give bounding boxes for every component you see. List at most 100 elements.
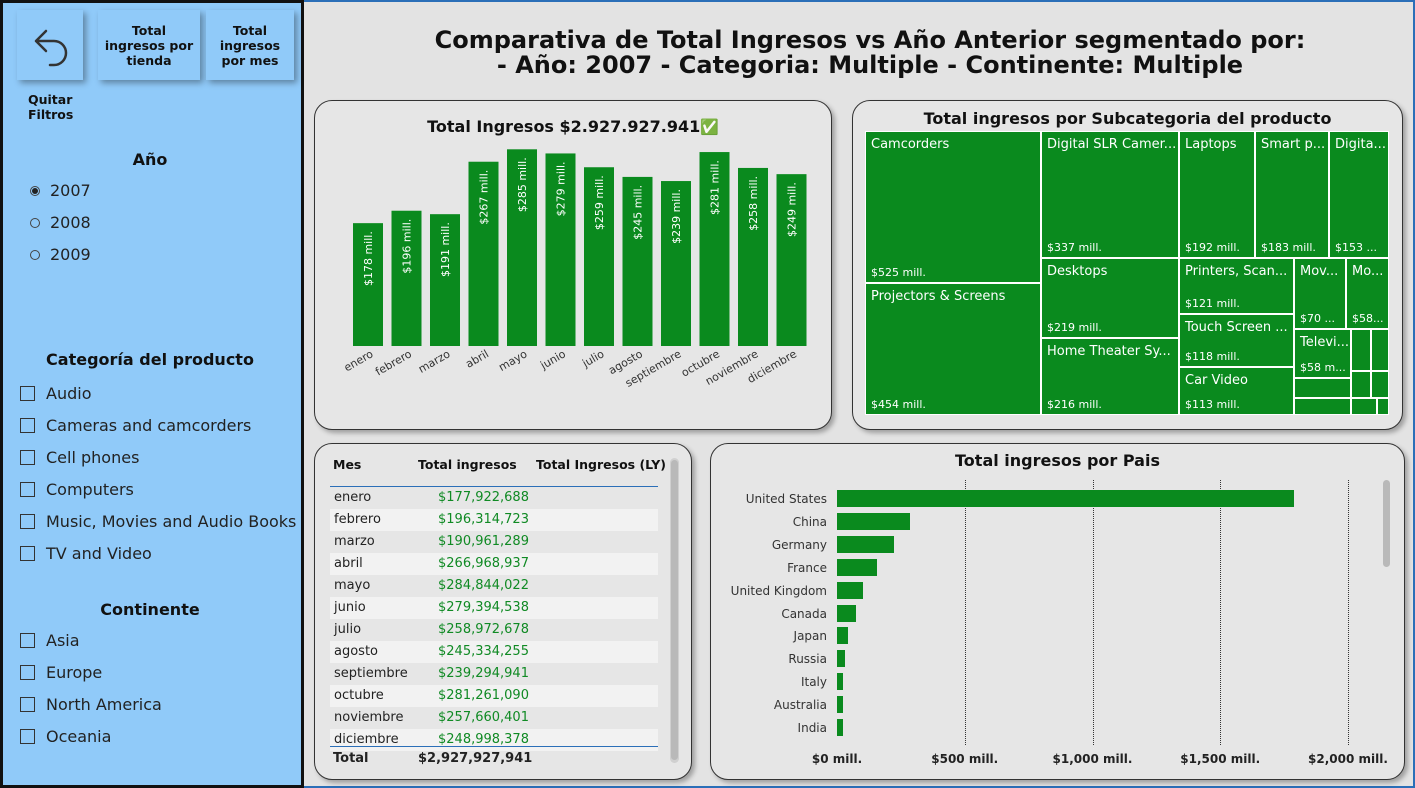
checkbox-icon [20, 418, 35, 433]
country-bar[interactable] [837, 650, 846, 668]
month-bar[interactable] [699, 152, 730, 346]
category-option-tv[interactable]: TV and Video [20, 544, 152, 563]
category-option-audio[interactable]: Audio [20, 384, 91, 403]
table-row[interactable]: julio $258,972,678 [330, 619, 658, 641]
treemap-cell[interactable]: Laptops $192 mill. [1179, 131, 1255, 258]
country-bar[interactable] [837, 627, 848, 645]
year-option-2009[interactable]: 2009 [30, 245, 91, 264]
table-row[interactable]: mayo $284,844,022 [330, 575, 658, 597]
continent-option-asia[interactable]: Asia [20, 631, 80, 650]
country-scrollbar-track[interactable] [1383, 480, 1390, 745]
treemap-cell-small[interactable] [1351, 371, 1371, 398]
month-category-label: junio [537, 347, 568, 372]
continent-option-label: Asia [46, 631, 80, 650]
month-bar[interactable] [507, 149, 537, 346]
country-bar[interactable] [837, 558, 878, 576]
treemap-cell-small[interactable] [1294, 398, 1351, 415]
month-bar[interactable] [622, 176, 653, 346]
store-revenue-button[interactable]: Total ingresos por tienda [98, 10, 200, 80]
table-row[interactable]: agosto $245,334,255 [330, 641, 658, 663]
treemap-cell[interactable]: Mov... $70 ... [1294, 258, 1346, 329]
back-button[interactable] [17, 10, 83, 80]
country-bar[interactable] [837, 490, 1295, 507]
treemap-cell[interactable]: Home Theater Sy... $216 mill. [1041, 338, 1179, 415]
country-scrollbar-thumb[interactable] [1383, 480, 1390, 567]
year-option-2008[interactable]: 2008 [30, 213, 91, 232]
table-row[interactable]: enero $177,922,688 [330, 487, 658, 509]
table-header-total[interactable]: Total ingresos [418, 457, 517, 472]
month-bar[interactable] [661, 181, 691, 346]
country-bar[interactable] [837, 673, 844, 691]
table-row[interactable]: octubre $281,261,090 [330, 685, 658, 707]
category-option-cell-phones[interactable]: Cell phones [20, 448, 139, 467]
country-bar[interactable] [837, 696, 844, 714]
category-option-computers[interactable]: Computers [20, 480, 134, 499]
treemap-cell[interactable]: Camcorders $525 mill. [865, 131, 1041, 283]
treemap-cell[interactable]: Car Video $113 mill. [1179, 367, 1294, 415]
country-bar[interactable] [837, 512, 910, 530]
treemap-cell-small[interactable] [1294, 378, 1351, 398]
table-header-ly[interactable]: Total Ingresos (LY) [536, 457, 666, 472]
table-scrollbar-track[interactable] [670, 458, 679, 763]
treemap-cell[interactable]: Touch Screen ... $118 mill. [1179, 314, 1294, 367]
treemap-cell[interactable]: Desktops $219 mill. [1041, 258, 1179, 338]
treemap-cell[interactable]: Mo... $58... [1346, 258, 1389, 329]
table-row[interactable]: abril $266,968,937 [330, 553, 658, 575]
table-row[interactable]: febrero $196,314,723 [330, 509, 658, 531]
table-row[interactable]: noviembre $257,660,401 [330, 707, 658, 729]
month-bar[interactable] [738, 167, 768, 346]
treemap-cell-value: $525 mill. [871, 266, 926, 279]
table-row[interactable]: junio $279,394,538 [330, 597, 658, 619]
country-bar[interactable] [837, 719, 843, 736]
continent-option-europe[interactable]: Europe [20, 663, 102, 682]
country-label: Australia [773, 698, 827, 713]
month-revenue-button[interactable]: Total ingresos por mes [206, 10, 294, 80]
continent-option-oceania[interactable]: Oceania [20, 727, 111, 746]
month-bar-data-label: $191 mill. [439, 222, 452, 277]
x-tick-label: $2,000 mill. [1308, 752, 1388, 766]
month-bar[interactable] [353, 223, 383, 346]
treemap-cell[interactable]: Televi... $58 m... [1294, 329, 1351, 378]
treemap-cell[interactable]: Smart p... $183 mill. [1255, 131, 1329, 258]
treemap-cell[interactable]: Digital SLR Camer... $337 mill. [1041, 131, 1179, 258]
table-scrollbar-thumb[interactable] [671, 460, 678, 760]
treemap-cell-name: Car Video [1185, 373, 1248, 388]
month-bar[interactable] [584, 167, 614, 346]
table-header-mes[interactable]: Mes [333, 457, 362, 472]
country-bar[interactable] [837, 581, 864, 599]
country-bar[interactable] [837, 535, 894, 553]
treemap-cell-small[interactable] [1351, 329, 1371, 371]
treemap-cell-small[interactable] [1371, 329, 1389, 371]
treemap-cell-small[interactable] [1377, 398, 1389, 415]
treemap-cell[interactable]: Projectors & Screens $454 mill. [865, 283, 1041, 415]
country-label: France [787, 560, 827, 575]
category-option-music[interactable]: Music, Movies and Audio Books [20, 512, 296, 531]
country-bar[interactable] [837, 604, 856, 622]
month-bar[interactable] [545, 153, 576, 346]
treemap-cell-value: $216 mill. [1047, 398, 1102, 411]
country-label: China [792, 514, 827, 529]
table-row[interactable]: septiembre $239,294,941 [330, 663, 658, 685]
table-cell-total: $266,968,937 [438, 556, 529, 571]
treemap-cell-small[interactable] [1351, 398, 1377, 415]
continent-option-north-america[interactable]: North America [20, 695, 162, 714]
month-bar[interactable] [430, 214, 460, 346]
monthly-chart-title: Total Ingresos $2.927.927.941✅ [315, 117, 831, 136]
table-row[interactable]: diciembre $248,998,378 [330, 729, 658, 751]
table-row[interactable]: marzo $190,961,289 [330, 531, 658, 553]
treemap-cell-small[interactable] [1371, 371, 1389, 398]
checkbox-icon [20, 665, 35, 680]
table-cell-total: $190,961,289 [438, 534, 529, 549]
month-bar[interactable] [391, 210, 422, 346]
year-option-2007[interactable]: 2007 [30, 181, 91, 200]
treemap-cell[interactable]: Digita... $153 ... [1329, 131, 1389, 258]
table-cell-month: enero [334, 490, 372, 505]
month-bar-data-label: $279 mill. [555, 161, 568, 216]
treemap-cell-name: Camcorders [871, 137, 950, 152]
month-bar[interactable] [776, 174, 807, 346]
treemap-cell[interactable]: Printers, Scan... $121 mill. [1179, 258, 1294, 314]
category-option-cameras[interactable]: Cameras and camcorders [20, 416, 251, 435]
x-tick-label: $500 mill. [931, 752, 999, 766]
month-bar[interactable] [468, 161, 499, 346]
continent-option-label: Europe [46, 663, 103, 682]
